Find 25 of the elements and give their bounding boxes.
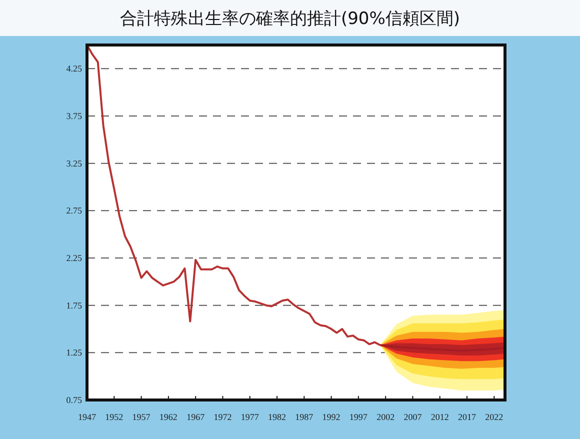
y-tick-label: 3.25 — [66, 158, 82, 168]
x-tick-label: 1957 — [132, 412, 151, 422]
x-tick-label: 1997 — [349, 412, 368, 422]
x-tick-label: 1982 — [268, 412, 286, 422]
y-tick-label: 1.25 — [66, 348, 82, 358]
x-tick-label: 1987 — [295, 412, 314, 422]
x-tick-label: 2002 — [376, 412, 395, 422]
x-tick-label: 2007 — [404, 412, 422, 422]
x-tick-label: 2022 — [485, 412, 504, 422]
y-tick-label: 2.75 — [66, 206, 82, 216]
chart-title: 合計特殊出生率の確率的推計(90%信頼区間) — [120, 9, 460, 29]
y-tick-label: 3.75 — [66, 111, 82, 121]
x-tick-label: 1992 — [322, 412, 340, 422]
y-tick-label: 0.75 — [66, 395, 82, 405]
x-tick-label: 1972 — [214, 412, 232, 422]
y-tick-label: 1.75 — [66, 300, 82, 310]
x-tick-label: 1962 — [159, 412, 178, 422]
x-tick-label: 1947 — [78, 412, 96, 422]
x-tick-label: 1977 — [240, 412, 260, 422]
x-tick-label: 2017 — [458, 412, 476, 422]
y-tick-label: 2.25 — [66, 253, 82, 263]
x-tick-label: 2012 — [430, 412, 449, 422]
x-tick-label: 1952 — [105, 412, 124, 422]
x-tick-label: 1967 — [186, 412, 206, 422]
y-tick-label: 4.25 — [66, 64, 82, 74]
